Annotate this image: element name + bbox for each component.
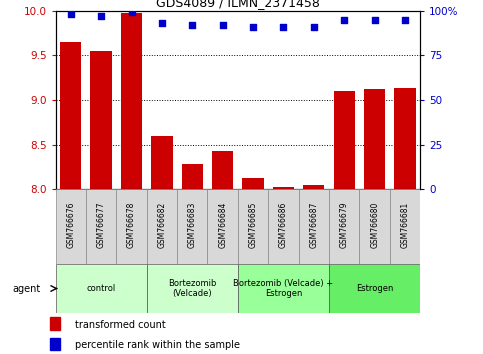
Bar (238, 189, 268, 264)
Bar (242, 178, 264, 189)
Bar (395, 88, 416, 189)
Text: GSM766686: GSM766686 (279, 202, 288, 248)
Text: GSM766684: GSM766684 (218, 202, 227, 248)
Text: GSM766680: GSM766680 (370, 202, 379, 248)
Point (371, 17, 379, 22)
Bar (86, 189, 116, 264)
Title: GDS4089 / ILMN_2371458: GDS4089 / ILMN_2371458 (156, 0, 320, 10)
Bar (329, 189, 359, 264)
Bar (212, 151, 233, 189)
Bar (303, 185, 325, 189)
Text: GSM766679: GSM766679 (340, 202, 349, 248)
Bar (50, 318, 60, 330)
Text: Bortezomib (Velcade) +
Estrogen: Bortezomib (Velcade) + Estrogen (233, 279, 334, 298)
Text: GSM766676: GSM766676 (66, 202, 75, 248)
Bar (90, 51, 112, 189)
Bar (359, 189, 390, 264)
Bar (390, 189, 420, 264)
Bar (177, 189, 208, 264)
Bar (238, 264, 329, 313)
Bar (121, 13, 142, 189)
Text: GSM766687: GSM766687 (309, 202, 318, 248)
Point (401, 17, 409, 22)
Text: GSM766681: GSM766681 (400, 202, 410, 248)
Point (97, 13, 105, 19)
Point (280, 24, 287, 29)
Bar (298, 189, 329, 264)
Bar (56, 189, 86, 264)
Bar (56, 264, 147, 313)
Point (219, 22, 227, 28)
Bar (268, 189, 298, 264)
Bar (151, 136, 172, 189)
Bar (364, 89, 385, 189)
Bar (147, 264, 238, 313)
Bar (208, 189, 238, 264)
Point (310, 24, 318, 29)
Bar (60, 42, 81, 189)
Bar (147, 189, 177, 264)
Text: agent: agent (12, 284, 40, 293)
Text: percentile rank within the sample: percentile rank within the sample (75, 340, 240, 350)
Bar (182, 164, 203, 189)
Text: GSM766683: GSM766683 (188, 202, 197, 248)
Text: Estrogen: Estrogen (356, 284, 393, 293)
Text: transformed count: transformed count (75, 320, 166, 330)
Point (158, 20, 166, 26)
Bar (334, 91, 355, 189)
Text: control: control (86, 284, 116, 293)
Point (249, 24, 257, 29)
Bar (50, 338, 60, 350)
Text: GSM766677: GSM766677 (97, 202, 106, 248)
Bar (329, 264, 420, 313)
Bar (116, 189, 147, 264)
Point (67, 11, 74, 17)
Point (341, 17, 348, 22)
Text: GSM766678: GSM766678 (127, 202, 136, 248)
Text: GSM766682: GSM766682 (157, 202, 167, 248)
Bar (273, 187, 294, 189)
Point (128, 10, 135, 15)
Point (188, 22, 196, 28)
Text: GSM766685: GSM766685 (249, 202, 257, 248)
Text: Bortezomib
(Velcade): Bortezomib (Velcade) (168, 279, 216, 298)
